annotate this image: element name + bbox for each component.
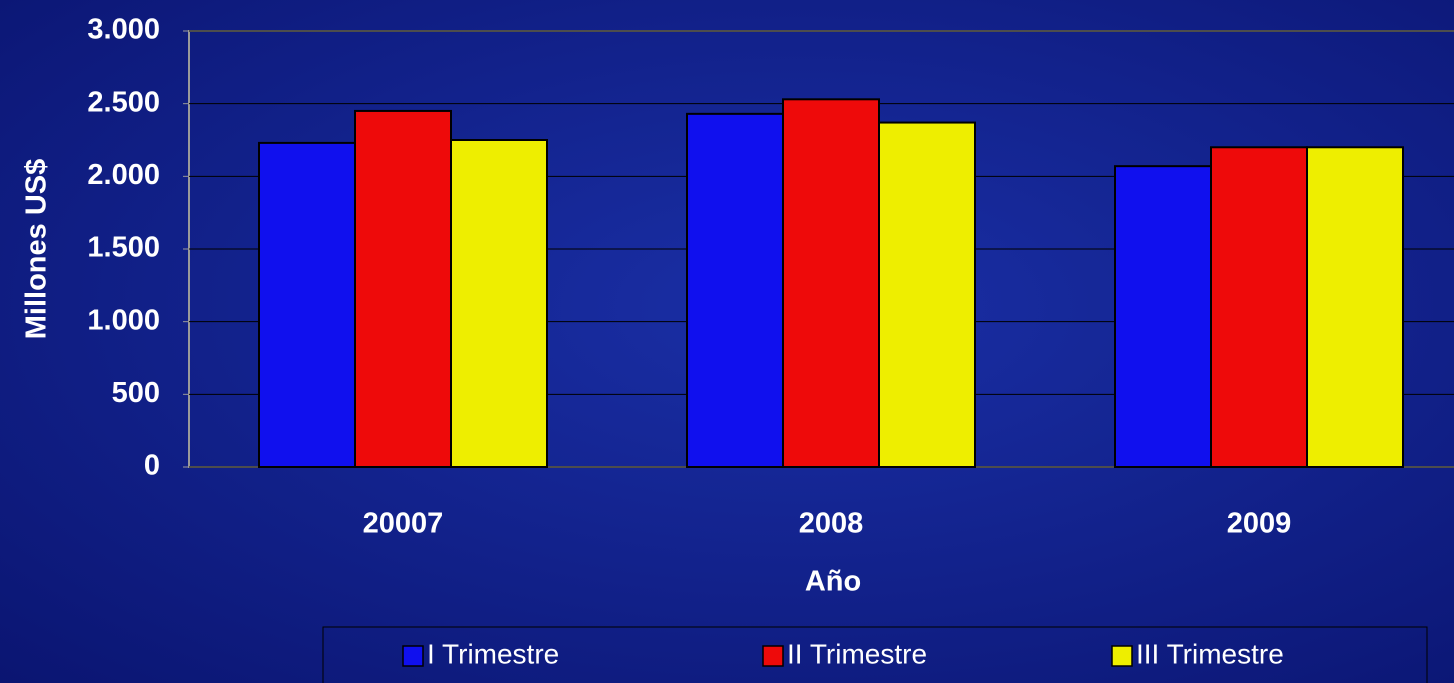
legend-swatch <box>1111 645 1133 667</box>
bar <box>782 98 880 468</box>
bar <box>258 141 356 468</box>
y-tick-label: 1.500 <box>87 232 160 264</box>
legend-label: I Trimestre <box>427 638 559 669</box>
bar <box>354 109 452 469</box>
bar <box>686 112 784 468</box>
bar <box>1306 146 1404 468</box>
x-tick-label: 2009 <box>1227 508 1292 540</box>
bar <box>1114 165 1212 468</box>
y-axis-title: Millones US$ <box>21 159 53 340</box>
y-tick-label: 1.000 <box>87 304 160 336</box>
y-tick-label: 3.000 <box>87 14 160 46</box>
legend-swatch <box>762 645 784 667</box>
legend-swatch <box>402 645 424 667</box>
legend-label: II Trimestre <box>787 638 927 669</box>
y-tick-label: 2.500 <box>87 86 160 118</box>
bar <box>878 121 976 468</box>
y-tick-label: 2.000 <box>87 159 160 191</box>
bar <box>450 139 548 468</box>
bar <box>1210 146 1308 468</box>
y-tick-label: 500 <box>112 377 160 409</box>
y-tick-label: 0 <box>144 450 160 482</box>
x-tick-label: 20007 <box>363 508 444 540</box>
x-axis-title: Año <box>805 566 861 598</box>
legend-label: III Trimestre <box>1136 638 1284 669</box>
x-tick-label: 2008 <box>799 508 864 540</box>
legend-box <box>322 626 1428 683</box>
